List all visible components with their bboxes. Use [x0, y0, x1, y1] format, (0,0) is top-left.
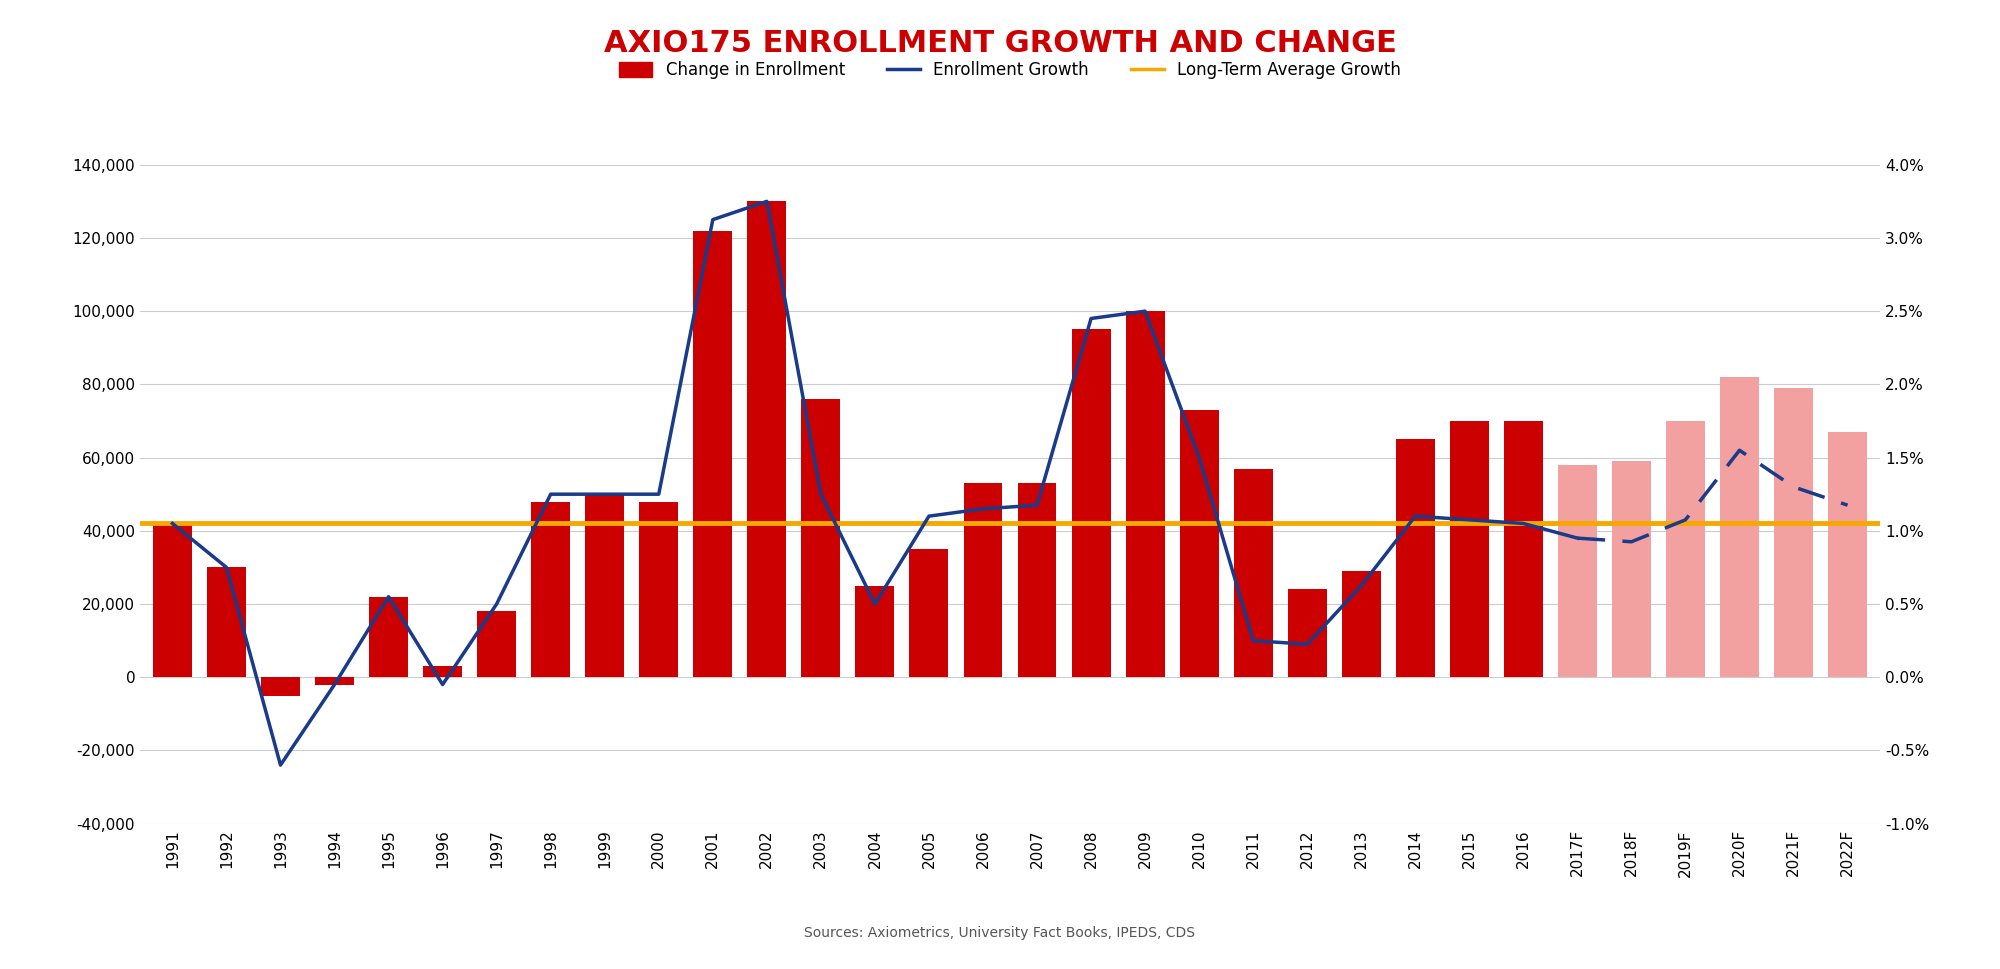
Bar: [964, 484, 1002, 677]
Bar: [478, 611, 516, 677]
Bar: [1828, 432, 1868, 677]
Bar: [316, 677, 354, 684]
Bar: [694, 231, 732, 677]
Bar: [1126, 311, 1164, 677]
Text: Sources: Axiometrics, University Fact Books, IPEDS, CDS: Sources: Axiometrics, University Fact Bo…: [804, 926, 1196, 940]
Legend: Change in Enrollment, Enrollment Growth, Long-Term Average Growth: Change in Enrollment, Enrollment Growth,…: [612, 54, 1408, 86]
Bar: [1018, 484, 1056, 677]
Bar: [1180, 410, 1218, 677]
Bar: [1342, 571, 1380, 677]
Bar: [532, 502, 570, 677]
Bar: [1072, 329, 1110, 677]
Bar: [1396, 439, 1434, 677]
Bar: [856, 585, 894, 677]
Text: AXIO175 ENROLLMENT GROWTH AND CHANGE: AXIO175 ENROLLMENT GROWTH AND CHANGE: [604, 29, 1396, 58]
Bar: [1720, 377, 1758, 677]
Bar: [1612, 461, 1650, 677]
Bar: [910, 549, 948, 677]
Bar: [586, 494, 624, 677]
Bar: [1288, 589, 1326, 677]
Bar: [1774, 388, 1812, 677]
Bar: [1558, 465, 1596, 677]
Bar: [370, 597, 408, 677]
Bar: [1450, 421, 1488, 677]
Bar: [1666, 421, 1704, 677]
Bar: [152, 523, 192, 677]
Bar: [424, 667, 462, 677]
Bar: [1234, 469, 1272, 677]
Bar: [208, 568, 246, 677]
Bar: [262, 677, 300, 696]
Bar: [802, 399, 840, 677]
Bar: [1504, 421, 1542, 677]
Bar: [748, 202, 786, 677]
Bar: [640, 502, 678, 677]
